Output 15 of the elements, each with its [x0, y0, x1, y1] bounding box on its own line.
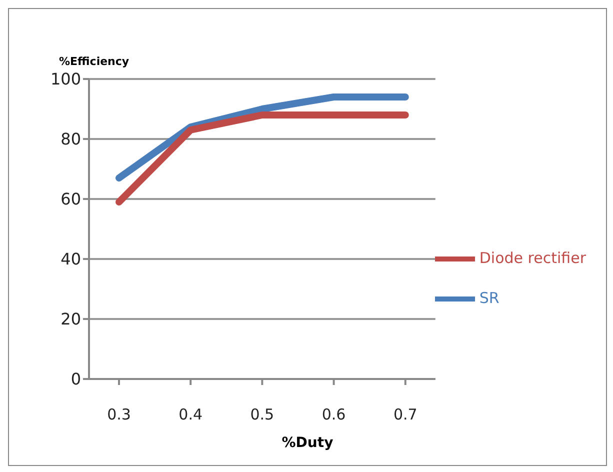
- y-tick-label: 80: [60, 130, 81, 149]
- x-tick-label: 0.5: [250, 406, 274, 424]
- x-tick-label: 0.6: [322, 406, 346, 424]
- y-tick-label: 40: [60, 250, 81, 269]
- x-tick-label: 0.7: [393, 406, 418, 424]
- x-tick-label: 0.4: [178, 406, 203, 424]
- y-tick-label: 100: [50, 70, 81, 89]
- y-tick-label: 60: [60, 190, 81, 209]
- x-tick-label: 0.3: [107, 406, 131, 424]
- legend-label: SR: [479, 289, 500, 308]
- y-tick-label: 20: [60, 310, 81, 329]
- legend-label: Diode rectifier: [479, 249, 586, 268]
- x-axis-title: %Duty: [280, 435, 334, 451]
- y-axis-title: %Efficiency: [59, 55, 130, 68]
- y-tick-label: 0: [70, 370, 81, 389]
